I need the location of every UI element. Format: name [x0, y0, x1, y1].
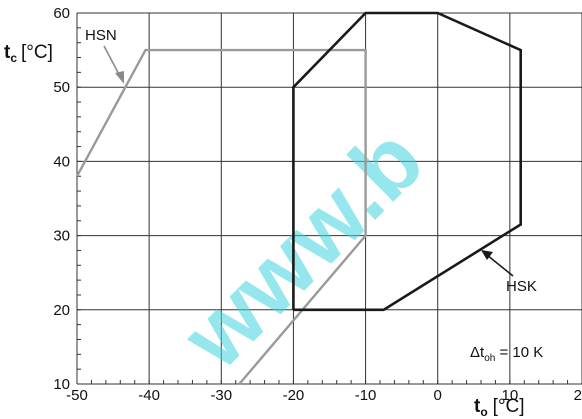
y-tick-label: 30 [53, 228, 70, 245]
x-axis-label: to [°C] [474, 396, 525, 419]
hsn-arrowhead [115, 71, 124, 84]
y-axis-label-sub: c [10, 51, 17, 65]
x-axis-label-sub: o [480, 405, 487, 419]
x-tick-label: -20 [283, 387, 305, 404]
x-tick-label: 10 [502, 387, 519, 404]
delta-annotation: Δtoh = 10 K [470, 344, 543, 364]
tick-labels: -50 -40 -30 -20 -10 0 10 20 10 20 30 40 50 60 [53, 5, 582, 404]
x-axis-label-unit: [°C] [493, 396, 525, 417]
x-tick-label: 20 [574, 387, 582, 404]
x-tick-label: -30 [210, 387, 232, 404]
y-tick-label: 60 [53, 5, 70, 22]
series-line-hsn [75, 48, 367, 385]
hsk-arrow [486, 254, 514, 277]
series-layer [75, 11, 523, 385]
series-line-hsk [292, 11, 523, 312]
delta-sub: oh [484, 353, 495, 364]
y-axis-label: tc [°C] [4, 42, 53, 65]
series-label-hsk: HSK [506, 278, 537, 295]
delta-prefix: Δt [470, 344, 485, 361]
y-axis-label-main: t [4, 42, 11, 63]
y-tick-label: 50 [53, 79, 70, 96]
x-tick-label: -40 [138, 387, 160, 404]
minor-ticks [76, 12, 582, 385]
x-tick-label: -10 [355, 387, 377, 404]
y-axis-label-unit: [°C] [21, 42, 53, 63]
series-label-hsn: HSN [85, 27, 117, 44]
delta-rest: = 10 K [495, 344, 543, 361]
y-tick-label: 20 [53, 302, 70, 319]
watermark: www.b [163, 108, 443, 388]
x-tick-label: 0 [434, 387, 442, 404]
x-axis-label-main: t [474, 396, 481, 417]
y-tick-label: 10 [53, 376, 70, 393]
x-tick-label: -50 [66, 387, 88, 404]
y-tick-label: 40 [53, 153, 70, 170]
hsk-arrowhead [481, 250, 493, 260]
